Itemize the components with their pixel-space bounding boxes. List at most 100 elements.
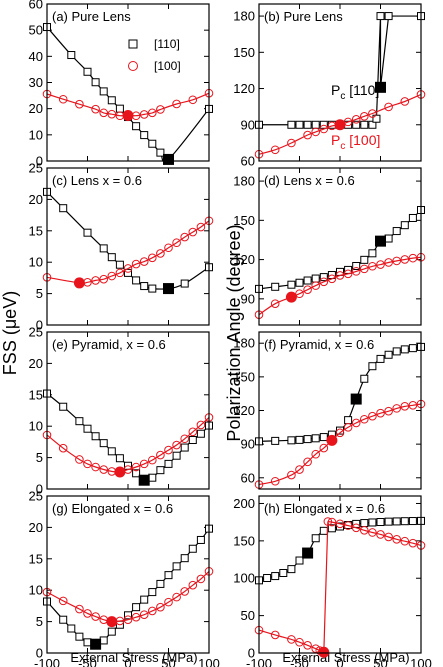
pc-annotations: Pc [110] Pc [100]	[331, 82, 380, 152]
point-100	[196, 222, 206, 232]
anticrossing-point-110	[163, 153, 174, 165]
point-110	[180, 554, 189, 563]
point-110	[83, 67, 92, 76]
y-tick-label: 10	[29, 127, 43, 142]
point-110	[352, 261, 361, 270]
point-100	[75, 455, 84, 464]
point-100	[107, 271, 117, 281]
point-110	[376, 518, 385, 527]
y-tick-label: 0	[248, 646, 255, 661]
y-tick-label: 15	[29, 551, 43, 566]
point-110	[107, 96, 116, 105]
y-tick-label: 90	[241, 291, 255, 306]
point-110	[327, 524, 336, 533]
point-110	[148, 588, 157, 597]
point-100	[376, 260, 385, 269]
point-110	[392, 227, 401, 236]
y-tick-label: 120	[233, 252, 255, 267]
point-100	[139, 257, 149, 266]
point-110	[392, 517, 401, 526]
point-110	[196, 535, 205, 544]
point-100	[131, 259, 141, 269]
point-100	[408, 401, 418, 410]
point-110	[319, 526, 328, 535]
point-110	[311, 120, 320, 129]
point-100	[91, 612, 100, 621]
anticrossing-point-100	[73, 277, 85, 289]
point-100	[172, 592, 181, 602]
point-100	[351, 523, 361, 533]
point-100	[319, 277, 329, 287]
point-110	[360, 519, 369, 528]
legend-label-110: [110]	[154, 37, 180, 51]
y-tick-label: 120	[233, 403, 255, 418]
point-100	[368, 528, 377, 537]
point-100	[139, 110, 149, 119]
point-110	[372, 114, 381, 123]
y-tick-label: 40	[29, 49, 43, 64]
y-axis-title-left: FSS (μeV)	[0, 291, 20, 375]
y-tick-label: 50	[29, 23, 43, 38]
point-110	[132, 469, 141, 478]
point-110	[263, 574, 272, 583]
point-110	[368, 362, 377, 371]
point-100	[99, 274, 108, 284]
point-100	[164, 597, 173, 607]
point-100	[91, 462, 100, 472]
y-tick-label: 150	[233, 213, 255, 228]
point-100	[91, 104, 100, 114]
legend-marker-110	[128, 39, 138, 49]
point-110	[99, 636, 108, 645]
point-100	[164, 445, 173, 455]
y-tick-label: 180	[233, 174, 255, 189]
point-110	[196, 429, 205, 438]
point-100	[351, 418, 361, 428]
point-110	[67, 624, 76, 633]
point-100	[139, 610, 149, 619]
point-110	[400, 221, 409, 230]
point-110	[180, 279, 189, 288]
point-100	[335, 519, 345, 529]
y-tick-label: 20	[29, 356, 43, 371]
plot-frame	[258, 495, 422, 654]
series-100-line	[327, 520, 422, 546]
point-100	[303, 130, 312, 140]
plot-frame	[258, 3, 422, 162]
point-110	[75, 417, 84, 426]
pc-110-label: Pc [110]	[331, 82, 379, 102]
point-110	[124, 611, 132, 620]
point-100	[400, 536, 410, 546]
anticrossing-point-110	[163, 283, 174, 295]
point-110	[295, 120, 304, 129]
y-tick-label: 150	[233, 45, 255, 60]
y-tick-label: 0	[36, 318, 43, 333]
point-100	[180, 434, 189, 444]
y-tick-label: 150	[233, 533, 255, 548]
series-100-line	[258, 256, 422, 316]
point-100	[287, 470, 296, 480]
point-110	[107, 627, 116, 636]
point-110	[188, 436, 197, 445]
point-110	[115, 104, 124, 113]
point-110	[132, 276, 141, 285]
y-tick-label: 180	[233, 9, 255, 24]
point-110	[59, 204, 68, 213]
point-100	[319, 443, 329, 453]
point-100	[107, 109, 117, 119]
series-100-line	[258, 403, 422, 486]
point-100	[156, 602, 165, 612]
point-110	[368, 120, 377, 129]
anticrossing-point-110	[350, 393, 362, 405]
point-100	[400, 97, 410, 106]
point-110	[115, 260, 124, 269]
panel-label: (h) Elongated x = 0.6	[264, 501, 385, 516]
point-110	[156, 148, 165, 157]
point-110	[148, 284, 157, 293]
panel-label: (f) Pyramid, x = 0.6	[264, 337, 374, 352]
point-100	[303, 457, 312, 467]
point-110	[124, 268, 132, 277]
point-110	[164, 459, 173, 468]
point-110	[83, 228, 92, 237]
point-100	[196, 420, 206, 430]
series-110-line	[258, 209, 422, 290]
